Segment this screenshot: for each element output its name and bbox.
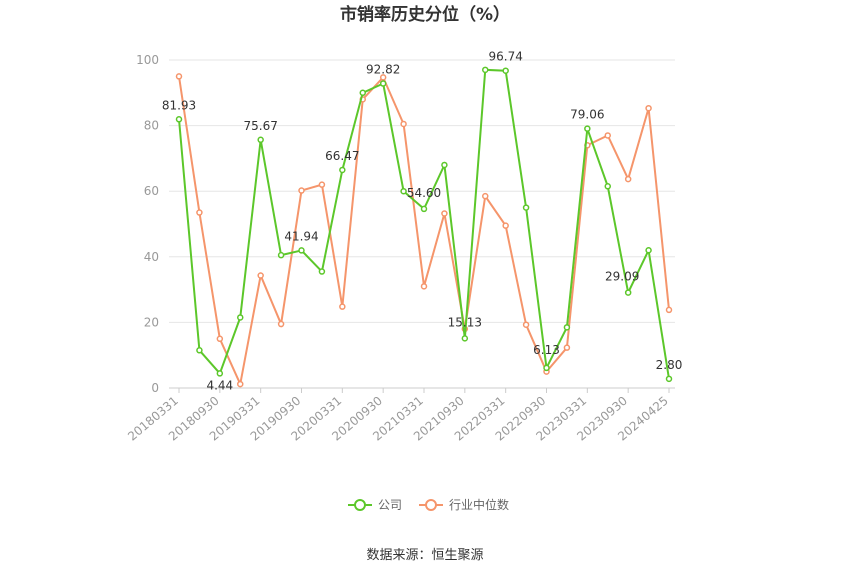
data-point-s0: [645, 246, 652, 254]
legend[interactable]: 公司 行业中位数: [348, 497, 509, 512]
x-axis: 2018033120180930201903312019093020200331…: [125, 388, 671, 444]
data-point-s0: [502, 67, 509, 74]
legend-marker-0: [354, 499, 366, 511]
data-point-s1: [196, 209, 203, 216]
y-tick-label: 60: [144, 184, 159, 198]
data-label: 66.47: [325, 149, 359, 163]
legend-marker-1: [425, 499, 437, 511]
data-label: 79.06: [570, 108, 604, 122]
data-label: 6.13: [533, 343, 560, 357]
data-point-s0: [216, 370, 224, 377]
data-point-s1: [277, 320, 285, 328]
data-point-s0: [257, 136, 264, 144]
data-point-s1: [379, 74, 387, 81]
data-point-s0: [624, 289, 632, 296]
data-point-s0: [604, 183, 611, 190]
data-point-s0: [563, 324, 571, 331]
data-point-s0: [543, 364, 550, 372]
series-layer: [175, 66, 673, 388]
data-point-s1: [339, 303, 346, 310]
data-point-s0: [522, 204, 530, 211]
data-point-s1: [522, 321, 530, 328]
data-label: 92.82: [366, 63, 400, 77]
data-label: 2.80: [656, 358, 683, 372]
data-point-s1: [441, 210, 448, 217]
data-point-s0: [237, 314, 244, 321]
data-point-s1: [257, 272, 264, 279]
data-label: 96.74: [488, 50, 522, 64]
data-point-s0: [584, 125, 591, 132]
data-point-s1: [318, 181, 326, 188]
data-point-s0: [665, 375, 673, 383]
data-point-s1: [563, 344, 571, 351]
chart-title: 市销率历史分位（%）: [340, 4, 510, 25]
data-point-s1: [216, 335, 224, 343]
data-label: 29.09: [605, 270, 639, 284]
data-point-s0: [318, 268, 326, 275]
y-tick-label: 0: [151, 381, 159, 395]
data-label: 75.67: [243, 119, 277, 133]
y-tick-label: 100: [136, 53, 159, 67]
grid-lines: [169, 59, 675, 389]
y-tick-label: 40: [144, 250, 159, 264]
data-point-s1: [420, 283, 428, 290]
data-point-s1: [502, 222, 509, 229]
y-tick-label: 80: [144, 119, 159, 133]
data-point-s0: [482, 66, 489, 74]
data-point-s1: [482, 192, 489, 200]
data-point-s0: [339, 166, 346, 174]
legend-label-0: 公司: [378, 498, 402, 512]
data-point-s0: [400, 187, 407, 195]
data-label: 4.44: [206, 378, 233, 392]
data-point-s0: [441, 161, 448, 169]
y-axis: 0 20 40 60 80 100: [136, 53, 159, 395]
data-point-s0: [298, 247, 305, 254]
data-point-s1: [604, 132, 611, 139]
data-point-s0: [420, 205, 428, 213]
data-labels: 81.93 4.44 75.67 41.94 66.47 92.82 54.60 15.13 9…: [162, 50, 683, 393]
y-tick-label: 20: [144, 315, 159, 329]
data-point-s1: [400, 120, 407, 128]
data-label: 15.13: [448, 315, 482, 329]
data-point-s0: [379, 80, 387, 87]
data-point-s1: [645, 104, 652, 112]
data-point-s1: [237, 380, 244, 388]
data-label: 54.60: [407, 186, 441, 200]
source-note: 数据来源：恒生聚源: [366, 548, 483, 563]
data-point-s1: [665, 306, 673, 314]
data-point-s0: [359, 89, 366, 97]
data-point-s1: [624, 175, 632, 183]
data-point-s0: [196, 347, 203, 354]
legend-label-1: 行业中位数: [449, 497, 509, 512]
data-label: 41.94: [284, 229, 318, 243]
data-point-s0: [277, 251, 285, 259]
data-point-s0: [461, 335, 469, 342]
data-point-s1: [298, 187, 305, 194]
data-point-s1: [175, 73, 183, 80]
data-label: 81.93: [162, 98, 196, 112]
data-point-s0: [175, 116, 183, 123]
